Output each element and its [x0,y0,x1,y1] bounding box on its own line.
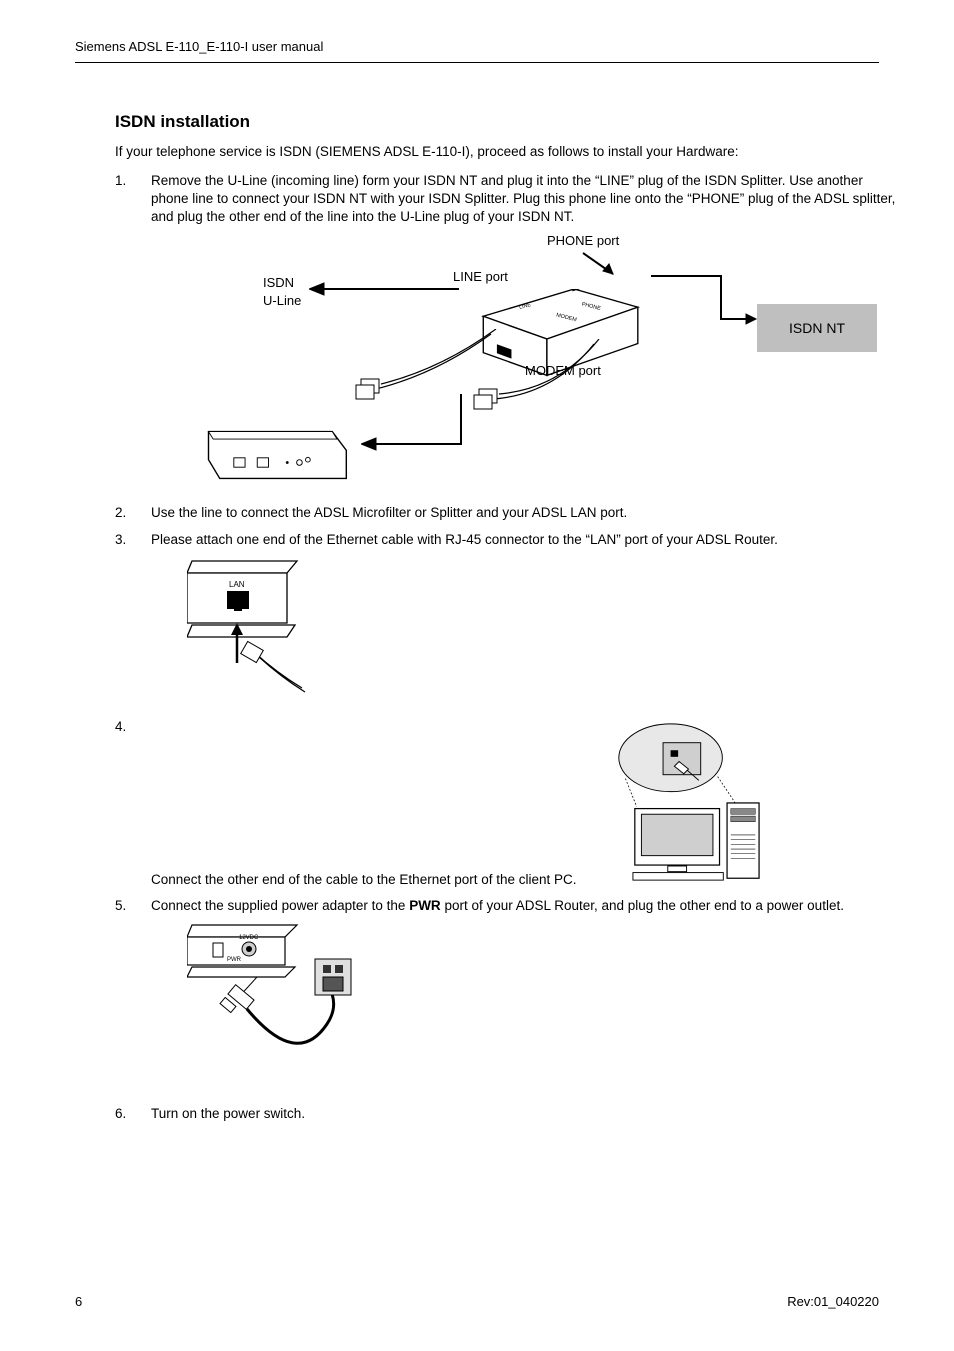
step-4: 4. Connect the other end of the cable to… [115,718,879,889]
step-number: 5. [115,897,151,1096]
diagram-lan-port: LAN [187,553,307,703]
page-footer: 6 Rev:01_040220 [75,1293,879,1311]
svg-text:12VDC: 12VDC [239,935,259,941]
page-header: Siemens ADSL E-110_E-110-I user manual [75,38,879,63]
phone-port-label: PHONE port [547,232,619,250]
modem-connect-arrow [361,394,471,474]
section-title: ISDN installation [115,111,879,134]
diagram-splitter: PHONE port LINE port ISDN U-Line [201,234,901,494]
step-text: Please attach one end of the Ethernet ca… [151,532,778,547]
step-number: 1. [115,172,151,497]
section-intro: If your telephone service is ISDN (SIEME… [115,143,879,161]
step-text: Use the line to connect the ADSL Microfi… [151,505,627,520]
step-text-post: port of your ADSL Router, and plug the o… [441,898,844,913]
step-number: 2. [115,504,151,522]
step-text: Remove the U-Line (incoming line) form y… [151,173,895,224]
diagram-power: 12VDC PWR [187,919,387,1089]
step-text: Connect the other end of the cable to th… [151,872,577,887]
modem-icon [201,422,351,488]
diagram-pc [616,722,776,882]
step-text-pre: Connect the supplied power adapter to th… [151,898,409,913]
step-number: 6. [115,1105,151,1123]
uline-arrow [309,279,459,299]
step-6: 6. Turn on the power switch. [115,1105,879,1123]
step-3: 3. Please attach one end of the Ethernet… [115,531,879,710]
revision: Rev:01_040220 [787,1293,879,1311]
main-content: ISDN installation If your telephone serv… [75,111,879,1123]
isdnnt-arrow [651,264,761,334]
line-port-label: LINE port [453,268,508,286]
page-number: 6 [75,1293,82,1311]
header-title: Siemens ADSL E-110_E-110-I user manual [75,39,323,54]
step-1: 1. Remove the U-Line (incoming line) for… [115,172,879,497]
step-number: 3. [115,531,151,710]
steps-list: 1. Remove the U-Line (incoming line) for… [115,172,879,1123]
isdn-nt-box: ISDN NT [757,304,877,352]
step-text: Turn on the power switch. [151,1106,305,1121]
lan-label: LAN [229,580,245,589]
isdn-uline-label: ISDN U-Line [263,274,301,309]
svg-text:PWR: PWR [227,957,242,963]
step-number: 4. [115,718,151,889]
phone-port-arrow [573,248,623,280]
step-text-bold: PWR [409,898,441,913]
step-5: 5. Connect the supplied power adapter to… [115,897,879,1096]
isdn-nt-label: ISDN NT [789,319,845,338]
step-2: 2. Use the line to connect the ADSL Micr… [115,504,879,522]
